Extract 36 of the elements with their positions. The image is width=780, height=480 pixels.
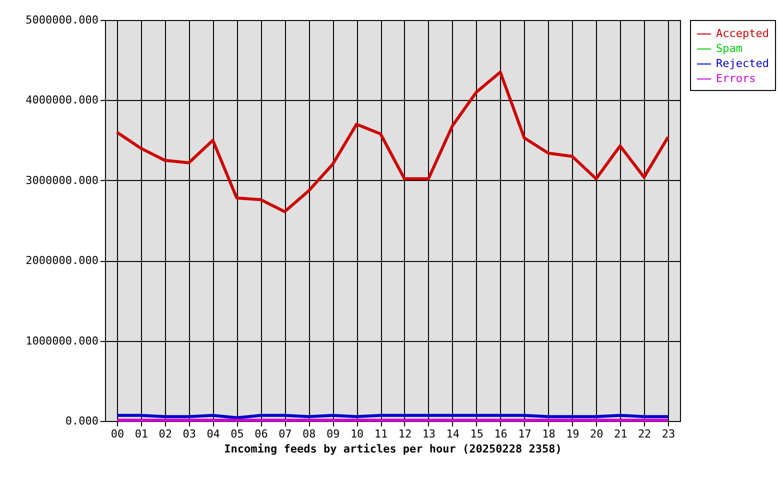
x-tick-label: 16 (494, 428, 508, 440)
x-tick-label: 22 (638, 428, 652, 440)
legend-label: Accepted (716, 27, 769, 40)
y-tick-label: 3000000.000 (26, 174, 98, 187)
x-tick-label: 17 (518, 428, 532, 440)
legend-label: Rejected (716, 57, 769, 70)
x-tick-label: 19 (566, 428, 580, 440)
line-series (115, 70, 670, 214)
x-tick-label: 10 (350, 428, 364, 440)
x-tick-label: 00 (110, 428, 124, 440)
x-axis-title: Incoming feeds by articles per hour (20250228 2358) (224, 442, 562, 456)
x-tick-label: 21 (614, 428, 628, 440)
x-tick-label: 13 (422, 428, 436, 440)
x-tick-label: 23 (662, 428, 676, 440)
x-tick-label: 01 (134, 428, 148, 440)
x-tick-label: 20 (590, 428, 604, 440)
y-tick-label: 1000000.000 (26, 334, 98, 348)
x-tick-label: 07 (278, 428, 292, 440)
x-tick-label: 18 (542, 428, 556, 440)
y-tick-label: 0.000 (65, 414, 98, 428)
x-tick-label: 09 (326, 428, 340, 440)
x-tick-label: 08 (302, 428, 316, 440)
x-tick-label: 05 (230, 428, 244, 440)
legend-label: Errors (716, 72, 756, 85)
x-tick-label: 15 (470, 428, 484, 440)
x-tick-label: 11 (374, 428, 388, 440)
legend-label: Spam (716, 42, 743, 55)
y-tick-label: 2000000.000 (26, 254, 98, 268)
x-tick-label: 04 (206, 428, 220, 440)
y-tick-label: 4000000.000 (26, 94, 98, 107)
x-tick-label: 12 (398, 428, 412, 440)
x-tick-label: 03 (182, 428, 196, 440)
x-tick-label: 14 (446, 428, 460, 440)
y-tick-label: 5000000.000 (26, 14, 98, 26)
x-tick-label: 06 (254, 428, 268, 440)
x-tick-label: 02 (158, 428, 172, 440)
